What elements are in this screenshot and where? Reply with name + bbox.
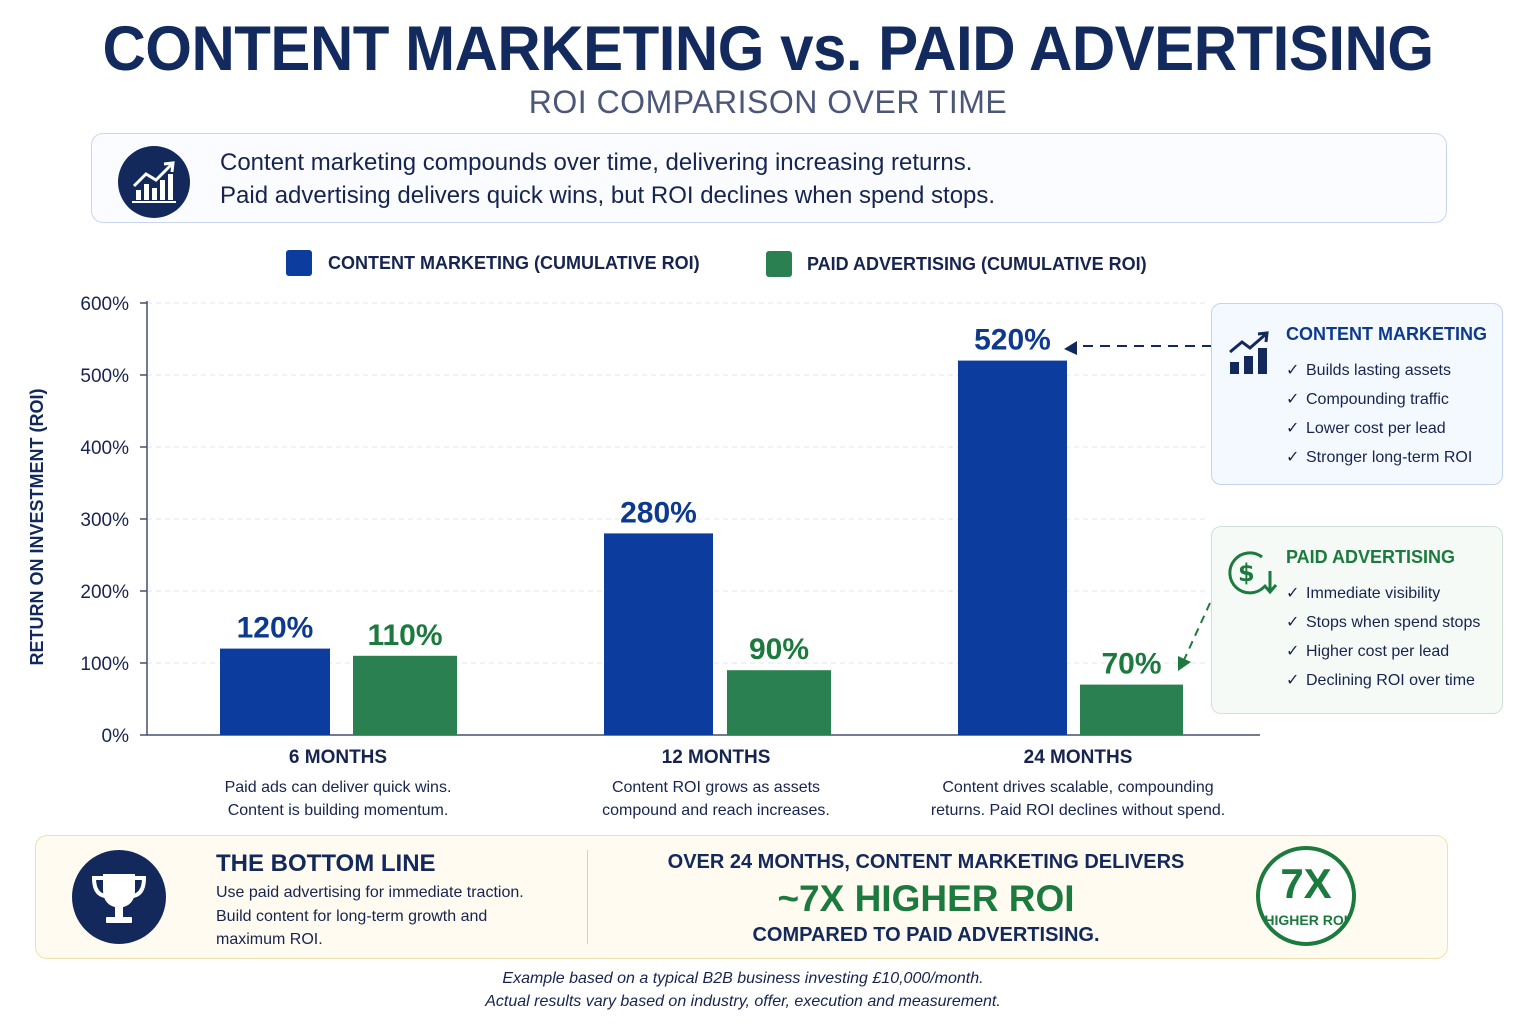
check-icon: ✓ xyxy=(1286,449,1300,466)
y-tick-label: 500% xyxy=(80,366,129,387)
list-item-text: Immediate visibility xyxy=(1306,585,1441,602)
category-note-line: Paid ads can deliver quick wins. xyxy=(224,779,452,796)
list-item: ✓ Stronger long-term ROI xyxy=(1286,443,1472,472)
content-value-label: 280% xyxy=(620,496,697,529)
category-label-24-months: 24 MONTHS xyxy=(1023,747,1133,768)
paid-annotation-arrow xyxy=(1183,602,1211,661)
list-item-text: Stops when spend stops xyxy=(1306,614,1481,631)
y-tick-label: 0% xyxy=(102,726,130,747)
content-annotation-arrowhead xyxy=(1064,341,1077,355)
check-icon: ✓ xyxy=(1286,643,1300,660)
paid-value-label: 70% xyxy=(1101,648,1161,681)
list-item: ✓ Immediate visibility xyxy=(1286,579,1480,608)
footnote-line-2: Actual results vary based on industry, o… xyxy=(485,993,1001,1010)
legend-swatch-content xyxy=(286,250,312,276)
bar-chart-up-icon xyxy=(1228,330,1274,381)
content-bar-6-months xyxy=(220,648,330,735)
y-tick-label: 200% xyxy=(80,582,129,603)
bottom-line-box: THE BOTTOM LINE Use paid advertising for… xyxy=(35,835,1448,959)
higher-roi-badge: 7X HIGHER ROI xyxy=(1256,846,1356,946)
page-title: CONTENT MARKETING vs. PAID ADVERTISING xyxy=(102,13,1434,84)
list-item: ✓ Compounding traffic xyxy=(1286,385,1472,414)
category-label-12-months: 12 MONTHS xyxy=(661,747,771,768)
category-note-line: Content ROI grows as assets xyxy=(611,779,821,796)
list-item: ✓ Stops when spend stops xyxy=(1286,608,1480,637)
list-item-text: Lower cost per lead xyxy=(1306,420,1446,437)
footnote-line-1: Example based on a typical B2B business … xyxy=(502,970,984,987)
check-icon: ✓ xyxy=(1286,362,1300,379)
paid-panel-title: PAID ADVERTISING xyxy=(1286,547,1456,567)
check-icon: ✓ xyxy=(1286,585,1300,602)
check-icon: ✓ xyxy=(1286,614,1300,631)
paid-bar-12-months xyxy=(727,670,831,735)
list-item: ✓ Builds lasting assets xyxy=(1286,356,1472,385)
content-value-label: 120% xyxy=(237,612,314,645)
paid-value-label: 110% xyxy=(367,619,442,652)
y-tick-label: 400% xyxy=(80,438,129,459)
paid-panel-list: ✓ Immediate visibility ✓ Stops when spend … xyxy=(1286,579,1480,695)
category-note-line: Content is building momentum. xyxy=(227,802,449,819)
legend-swatch-paid xyxy=(766,251,792,277)
paid-value-label: 90% xyxy=(749,633,809,666)
y-tick-label: 600% xyxy=(80,294,129,315)
y-tick-label: 100% xyxy=(80,654,129,675)
content-panel-title: CONTENT MARKETING xyxy=(1286,324,1487,344)
list-item-text: Declining ROI over time xyxy=(1306,672,1475,689)
list-item-text: Higher cost per lead xyxy=(1306,643,1450,660)
y-tick-label: 300% xyxy=(80,510,129,531)
content-value-label: 520% xyxy=(974,324,1051,357)
paid-advertising-panel: $ PAID ADVERTISING ✓ Immediate visibility… xyxy=(1211,526,1503,714)
list-item-text: Builds lasting assets xyxy=(1306,362,1451,379)
chart-growth-icon xyxy=(118,146,190,218)
intro-box: Content marketing compounds over time, d… xyxy=(91,133,1447,223)
list-item: ✓ Lower cost per lead xyxy=(1286,414,1472,443)
list-item-text: Compounding traffic xyxy=(1306,391,1449,408)
bottom-headline-line-3: COMPARED TO PAID ADVERTISING. xyxy=(752,924,1100,946)
y-axis-title: RETURN ON INVESTMENT (ROI) xyxy=(27,388,47,665)
check-icon: ✓ xyxy=(1286,420,1300,437)
check-icon: ✓ xyxy=(1286,672,1300,689)
svg-text:$: $ xyxy=(1238,559,1255,587)
trophy-icon xyxy=(72,850,166,944)
bottom-line-text: Use paid advertising for immediate tract… xyxy=(216,884,524,948)
bottom-headline-line-1: OVER 24 MONTHS, CONTENT MARKETING DELIVE… xyxy=(667,851,1185,873)
check-icon: ✓ xyxy=(1286,391,1300,408)
dollar-down-icon: $ xyxy=(1226,549,1278,602)
category-note-line: returns. Paid ROI declines without spend… xyxy=(930,802,1226,819)
bottom-line-divider xyxy=(587,850,588,944)
category-note-line: compound and reach increases. xyxy=(602,802,830,819)
content-bar-12-months xyxy=(604,533,713,735)
badge-value: 7X xyxy=(1280,860,1332,907)
paid-bar-6-months xyxy=(353,655,457,735)
content-bar-24-months xyxy=(958,360,1067,735)
list-item: ✓ Higher cost per lead xyxy=(1286,637,1480,666)
category-note-6-months: Paid ads can deliver quick wins. Content… xyxy=(158,776,518,822)
intro-line-1: Content marketing compounds over time, d… xyxy=(220,149,973,176)
content-panel-list: ✓ Builds lasting assets ✓ Compounding traf… xyxy=(1286,356,1472,472)
category-note-24-months: Content drives scalable, compounding ret… xyxy=(898,776,1258,822)
content-marketing-panel: CONTENT MARKETING ✓ Builds lasting assets… xyxy=(1211,303,1503,485)
list-item: ✓ Declining ROI over time xyxy=(1286,666,1480,695)
category-note-line: Content drives scalable, compounding xyxy=(942,779,1214,796)
category-label-6-months: 6 MONTHS xyxy=(288,747,388,768)
page-subtitle: ROI COMPARISON OVER TIME xyxy=(528,84,1008,120)
legend-label-paid: PAID ADVERTISING (CUMULATIVE ROI) xyxy=(807,254,1147,274)
list-item-text: Stronger long-term ROI xyxy=(1306,449,1473,466)
intro-line-2: Paid advertising delivers quick wins, bu… xyxy=(220,182,996,209)
paid-bar-24-months xyxy=(1080,684,1183,735)
category-note-12-months: Content ROI grows as assets compound and… xyxy=(536,776,896,822)
bottom-headline-highlight: ~7X HIGHER ROI xyxy=(777,878,1075,919)
paid-annotation-arrowhead xyxy=(1178,656,1191,671)
badge-caption: HIGHER ROI xyxy=(1264,912,1348,928)
bottom-line-title: THE BOTTOM LINE xyxy=(216,850,436,877)
legend-label-content: CONTENT MARKETING (CUMULATIVE ROI) xyxy=(328,253,700,273)
